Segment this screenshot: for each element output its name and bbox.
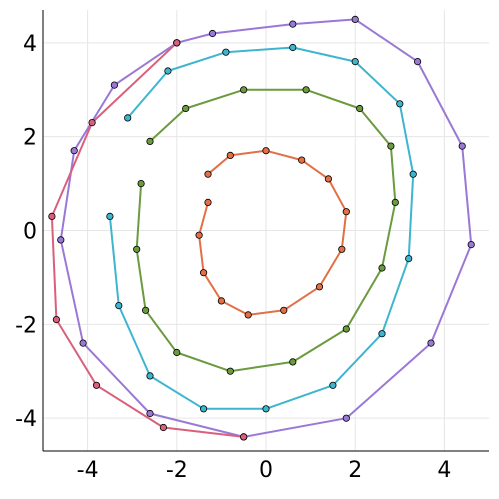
data-point: [195, 231, 203, 239]
data-point: [356, 104, 364, 113]
data-point: [244, 311, 252, 319]
y-tick-label: 0: [23, 220, 37, 245]
data-point: [315, 283, 324, 291]
data-point: [222, 48, 230, 56]
data-point: [262, 147, 270, 155]
data-point: [413, 57, 422, 66]
data-point: [92, 381, 101, 389]
data-point: [146, 409, 154, 418]
data-point: [48, 212, 56, 220]
data-point: [342, 208, 350, 216]
data-point: [329, 381, 337, 389]
data-point: [204, 170, 212, 178]
data-point: [133, 245, 141, 253]
x-tick-label: -4: [77, 458, 99, 483]
data-point: [240, 433, 248, 441]
data-point: [226, 151, 234, 159]
data-point: [387, 142, 395, 150]
data-point: [467, 241, 475, 249]
data-point: [159, 423, 167, 432]
data-point: [110, 81, 119, 89]
data-point: [391, 198, 399, 206]
series-line: [59, 18, 473, 438]
data-point: [79, 339, 87, 347]
series-3: [133, 86, 399, 375]
data-point: [142, 306, 150, 314]
x-tick-label: 2: [348, 458, 362, 483]
series-layer: [48, 15, 475, 441]
y-tick-label: -4: [15, 407, 37, 432]
data-point: [378, 264, 386, 272]
x-tick-label: 4: [437, 458, 451, 483]
data-point: [200, 405, 208, 413]
data-point: [146, 372, 154, 380]
data-point: [204, 198, 212, 206]
data-point: [351, 57, 359, 66]
data-point: [173, 39, 181, 47]
data-point: [289, 43, 297, 52]
data-point: [427, 339, 435, 347]
axes: [42, 10, 489, 452]
data-point: [106, 212, 114, 220]
y-tick-label: 4: [23, 32, 37, 57]
x-tick-label: -2: [166, 458, 188, 483]
data-point: [342, 414, 350, 422]
data-point: [226, 367, 234, 375]
data-point: [164, 67, 172, 75]
series-line: [198, 149, 348, 316]
series-4: [48, 39, 248, 441]
data-point: [115, 301, 123, 310]
data-point: [298, 156, 306, 164]
data-point: [57, 236, 65, 244]
data-point: [280, 306, 288, 314]
series-1: [106, 43, 417, 413]
data-point: [409, 170, 417, 178]
x-tick-label: 0: [259, 458, 273, 483]
data-point: [378, 330, 386, 338]
y-tick-label: -2: [15, 313, 37, 338]
data-point: [208, 29, 217, 38]
data-point: [351, 15, 359, 23]
data-point: [338, 245, 346, 253]
data-point: [200, 269, 208, 277]
data-point: [137, 180, 145, 188]
tick-labels: -4 -4 -2 -2 0 0 2 2 4 4: [15, 32, 451, 483]
data-point: [342, 325, 350, 333]
data-point: [262, 405, 270, 413]
data-point: [396, 100, 404, 108]
data-point: [289, 20, 297, 28]
grid: [43, 10, 489, 451]
data-point: [302, 86, 310, 94]
data-point: [88, 119, 96, 127]
series-0: [195, 147, 350, 319]
data-point: [124, 114, 132, 122]
data-point: [289, 358, 297, 366]
data-point: [182, 104, 190, 113]
data-point: [405, 255, 413, 263]
data-point: [458, 142, 466, 150]
data-point: [52, 315, 61, 324]
y-tick-label: 2: [23, 126, 37, 151]
data-point: [70, 147, 78, 155]
data-point: [173, 348, 181, 357]
data-point: [217, 297, 225, 305]
series-line: [108, 46, 415, 410]
data-point: [146, 137, 154, 145]
data-point: [240, 86, 248, 94]
data-point: [324, 175, 332, 183]
